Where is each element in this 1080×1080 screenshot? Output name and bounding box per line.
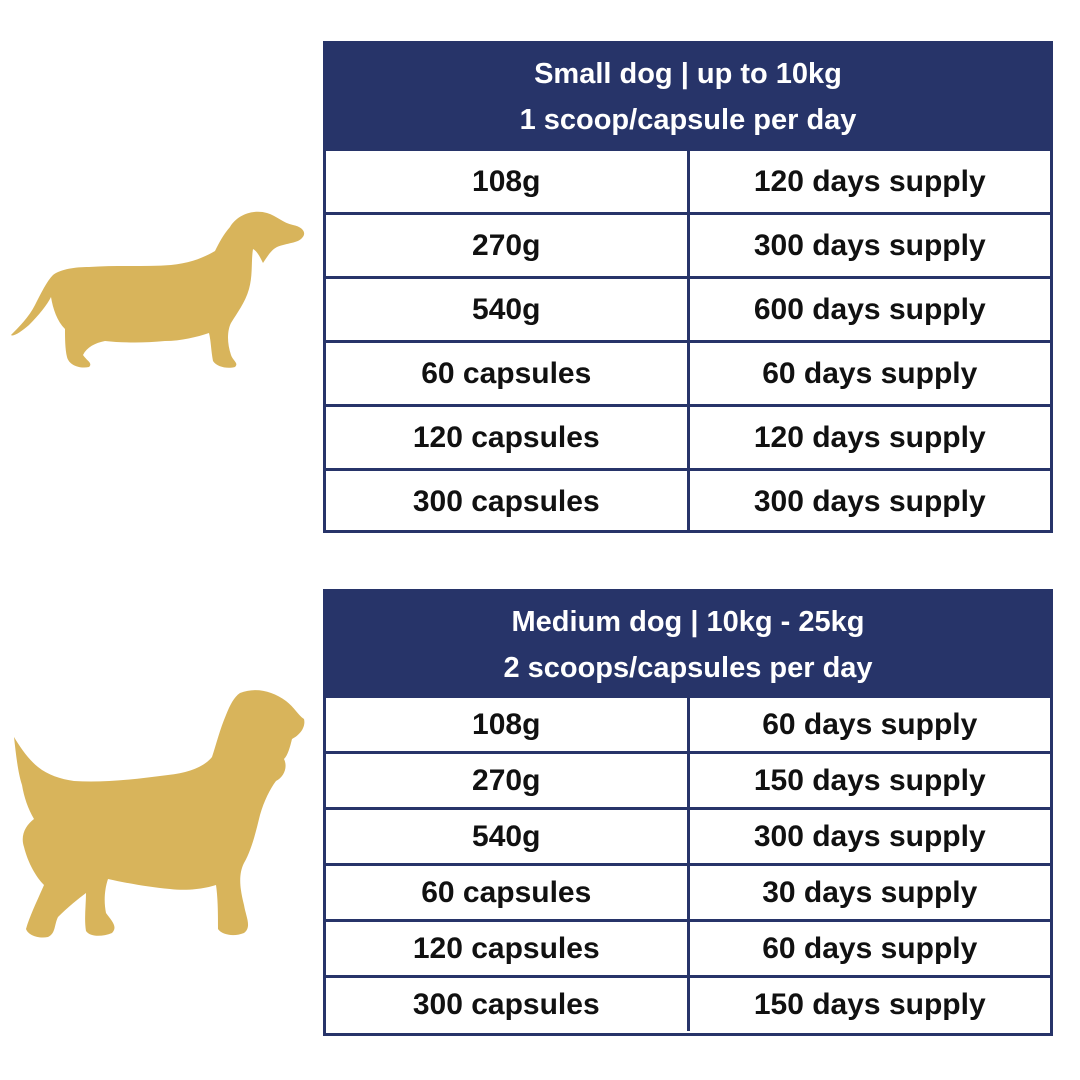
supply-cell: 120 days supply <box>686 151 1051 212</box>
amount-cell: 540g <box>472 819 541 853</box>
amount-cell: 270g <box>472 228 541 262</box>
amount-cell: 540g <box>472 292 541 326</box>
table-row: 270g 300 days supply <box>326 212 1050 276</box>
small-dog-table-header: Small dog | up to 10kg 1 scoop/capsule p… <box>326 44 1050 148</box>
table-row: 300 capsules 300 days supply <box>326 468 1050 532</box>
small-dog-dosage-table: Small dog | up to 10kg 1 scoop/capsule p… <box>323 41 1053 533</box>
amount-cell: 108g <box>472 707 541 741</box>
amount-cell: 60 capsules <box>421 356 592 390</box>
supply-cell: 120 days supply <box>686 407 1051 468</box>
table-row: 108g 120 days supply <box>326 148 1050 212</box>
supply-cell: 150 days supply <box>686 978 1051 1031</box>
supply-cell: 600 days supply <box>686 279 1051 340</box>
supply-cell: 300 days supply <box>686 810 1051 863</box>
table-row: 120 capsules 60 days supply <box>326 919 1050 975</box>
medium-dog-title: Medium dog | 10kg - 25kg <box>511 606 865 638</box>
table-row: 540g 600 days supply <box>326 276 1050 340</box>
table-row: 120 capsules 120 days supply <box>326 404 1050 468</box>
medium-dog-dose: 2 scoops/capsules per day <box>503 652 873 684</box>
table-row: 300 capsules 150 days supply <box>326 975 1050 1031</box>
small-dog-dose: 1 scoop/capsule per day <box>519 104 857 136</box>
amount-cell: 60 capsules <box>421 875 592 909</box>
amount-cell: 108g <box>472 164 541 198</box>
dachshund-silhouette-icon <box>5 205 310 375</box>
amount-cell: 300 capsules <box>412 987 600 1021</box>
table-row: 108g 60 days supply <box>326 695 1050 751</box>
amount-cell: 120 capsules <box>412 931 600 965</box>
supply-cell: 150 days supply <box>686 754 1051 807</box>
amount-cell: 270g <box>472 763 541 797</box>
table-row: 540g 300 days supply <box>326 807 1050 863</box>
supply-cell: 300 days supply <box>686 471 1051 532</box>
spaniel-silhouette-icon <box>8 685 308 945</box>
medium-dog-dosage-table: Medium dog | 10kg - 25kg 2 scoops/capsul… <box>323 589 1053 1036</box>
supply-cell: 60 days supply <box>686 698 1051 751</box>
supply-cell: 300 days supply <box>686 215 1051 276</box>
medium-dog-table-header: Medium dog | 10kg - 25kg 2 scoops/capsul… <box>326 592 1050 695</box>
supply-cell: 30 days supply <box>686 866 1051 919</box>
supply-cell: 60 days supply <box>686 343 1051 404</box>
amount-cell: 120 capsules <box>412 420 600 454</box>
table-row: 60 capsules 30 days supply <box>326 863 1050 919</box>
amount-cell: 300 capsules <box>412 484 600 518</box>
small-dog-title: Small dog | up to 10kg <box>534 58 842 90</box>
supply-cell: 60 days supply <box>686 922 1051 975</box>
table-row: 60 capsules 60 days supply <box>326 340 1050 404</box>
table-row: 270g 150 days supply <box>326 751 1050 807</box>
